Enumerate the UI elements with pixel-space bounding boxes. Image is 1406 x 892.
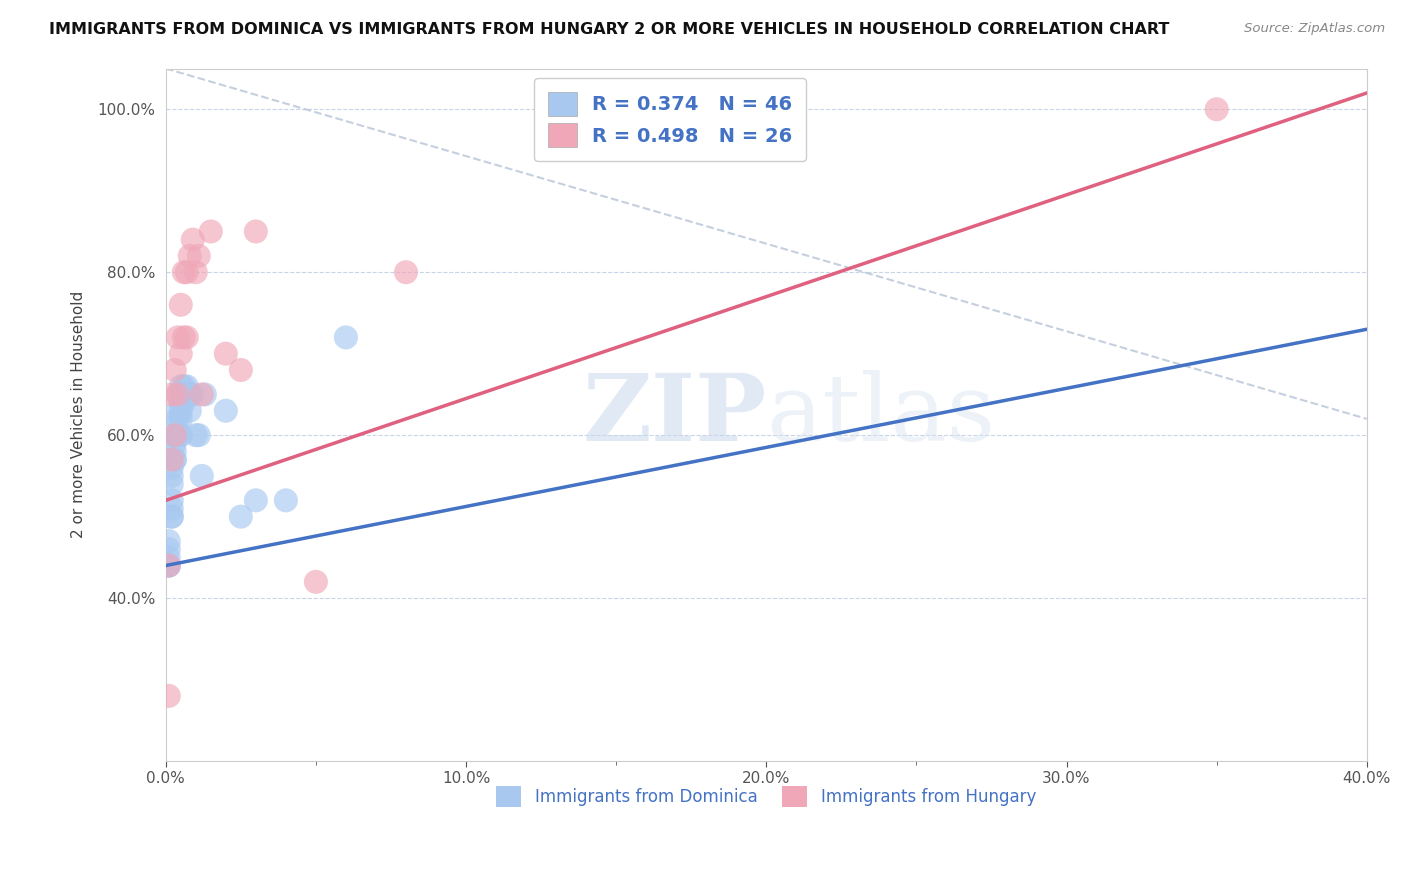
Point bbox=[184, 428, 207, 442]
Point bbox=[173, 395, 195, 409]
Point bbox=[173, 379, 195, 393]
Point bbox=[181, 233, 204, 247]
Point bbox=[184, 265, 207, 279]
Point bbox=[163, 452, 186, 467]
Point bbox=[157, 558, 180, 573]
Point bbox=[229, 509, 252, 524]
Point bbox=[163, 444, 186, 458]
Point bbox=[179, 249, 201, 263]
Point bbox=[160, 493, 183, 508]
Point bbox=[163, 436, 186, 450]
Point bbox=[170, 347, 193, 361]
Point bbox=[160, 452, 183, 467]
Point bbox=[245, 225, 267, 239]
Point bbox=[305, 574, 328, 589]
Point bbox=[200, 225, 222, 239]
Legend: Immigrants from Dominica, Immigrants from Hungary: Immigrants from Dominica, Immigrants fro… bbox=[488, 778, 1045, 815]
Point bbox=[179, 387, 201, 401]
Point bbox=[170, 387, 193, 401]
Point bbox=[176, 330, 198, 344]
Point bbox=[176, 265, 198, 279]
Point bbox=[157, 558, 180, 573]
Y-axis label: 2 or more Vehicles in Household: 2 or more Vehicles in Household bbox=[72, 291, 86, 539]
Point bbox=[163, 428, 186, 442]
Point bbox=[173, 330, 195, 344]
Point bbox=[173, 265, 195, 279]
Text: Source: ZipAtlas.com: Source: ZipAtlas.com bbox=[1244, 22, 1385, 36]
Point bbox=[166, 412, 188, 426]
Point bbox=[157, 558, 180, 573]
Text: ZIP: ZIP bbox=[582, 370, 766, 459]
Point bbox=[194, 387, 217, 401]
Point bbox=[157, 534, 180, 549]
Point bbox=[163, 420, 186, 434]
Point bbox=[229, 363, 252, 377]
Point bbox=[274, 493, 297, 508]
Point bbox=[215, 347, 238, 361]
Point bbox=[170, 403, 193, 417]
Point bbox=[176, 379, 198, 393]
Text: atlas: atlas bbox=[766, 370, 995, 459]
Point bbox=[245, 493, 267, 508]
Point bbox=[160, 509, 183, 524]
Point bbox=[395, 265, 418, 279]
Point bbox=[157, 550, 180, 565]
Point bbox=[215, 403, 238, 417]
Point bbox=[160, 501, 183, 516]
Point bbox=[166, 428, 188, 442]
Point bbox=[181, 387, 204, 401]
Point bbox=[191, 469, 214, 483]
Point bbox=[170, 298, 193, 312]
Point bbox=[191, 387, 214, 401]
Point bbox=[160, 477, 183, 491]
Point bbox=[166, 403, 188, 417]
Point bbox=[166, 330, 188, 344]
Point bbox=[157, 689, 180, 703]
Point bbox=[160, 469, 183, 483]
Point bbox=[160, 509, 183, 524]
Point bbox=[179, 403, 201, 417]
Point bbox=[170, 412, 193, 426]
Point bbox=[163, 452, 186, 467]
Point bbox=[187, 428, 209, 442]
Point bbox=[1205, 102, 1227, 116]
Point bbox=[157, 558, 180, 573]
Point bbox=[166, 387, 188, 401]
Point bbox=[187, 249, 209, 263]
Point bbox=[170, 428, 193, 442]
Point bbox=[176, 387, 198, 401]
Text: IMMIGRANTS FROM DOMINICA VS IMMIGRANTS FROM HUNGARY 2 OR MORE VEHICLES IN HOUSEH: IMMIGRANTS FROM DOMINICA VS IMMIGRANTS F… bbox=[49, 22, 1170, 37]
Point bbox=[166, 387, 188, 401]
Point bbox=[160, 387, 183, 401]
Point bbox=[160, 460, 183, 475]
Point bbox=[157, 542, 180, 557]
Point bbox=[170, 395, 193, 409]
Point bbox=[173, 387, 195, 401]
Point bbox=[163, 428, 186, 442]
Point bbox=[170, 379, 193, 393]
Point bbox=[335, 330, 357, 344]
Point bbox=[163, 363, 186, 377]
